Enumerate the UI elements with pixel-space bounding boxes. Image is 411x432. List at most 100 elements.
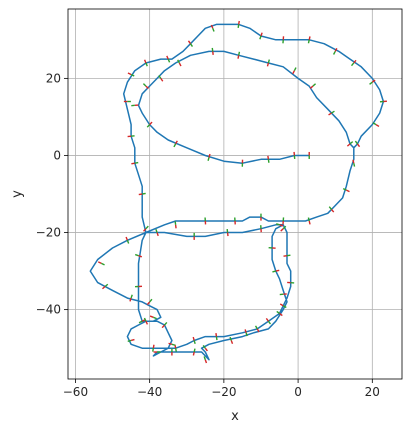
direction-marker-green [275, 223, 280, 226]
direction-marker-green [215, 336, 218, 341]
direction-marker-red [334, 47, 338, 52]
direction-marker-green [155, 229, 158, 233]
direction-marker-red [279, 312, 283, 317]
direction-marker-red [178, 62, 182, 67]
direction-marker-green [101, 262, 105, 266]
direction-marker-red [244, 329, 247, 333]
direction-marker-red [230, 340, 234, 344]
direction-marker-green [282, 305, 287, 309]
direction-marker-green [158, 75, 162, 79]
direction-marker-green [152, 348, 155, 352]
direction-marker-green [167, 58, 171, 63]
x-tick-label: −40 [137, 385, 162, 399]
direction-marker-green [142, 83, 147, 87]
direction-marker-red [215, 333, 218, 337]
direction-marker-green [143, 317, 147, 322]
direction-marker-red [265, 317, 269, 322]
direction-marker-red [166, 55, 169, 60]
direction-marker-green [328, 206, 333, 210]
direction-marker-green [349, 141, 354, 145]
direction-marker-green [332, 51, 336, 55]
direction-marker-red [238, 20, 240, 25]
y-tick-label: −20 [36, 226, 61, 240]
ticks: −60 −40 −20 0 20 −40 −20 0 20 [36, 71, 380, 399]
direction-marker-green [267, 59, 271, 64]
direction-marker-red [97, 261, 102, 265]
direction-marker-green [272, 270, 276, 273]
direction-marker-red [101, 285, 106, 290]
direction-marker-red [352, 159, 355, 164]
direction-marker-red [280, 228, 284, 232]
direction-marker-red [356, 143, 361, 148]
direction-marker-red [353, 59, 357, 64]
direction-marker-red [330, 208, 335, 213]
y-axis-label: y [10, 190, 25, 198]
series-line-2 [89, 224, 292, 361]
plot-frame [67, 8, 403, 380]
direction-marker-red [266, 62, 270, 67]
direction-marker-green [238, 51, 241, 56]
direction-marker-green [104, 283, 109, 288]
y-tick-label: 0 [53, 148, 61, 162]
direction-marker-red [308, 220, 311, 225]
direction-marker-red [160, 77, 164, 82]
direction-marker-green [163, 321, 168, 326]
direction-marker-green [202, 344, 206, 349]
direction-marker-red [145, 85, 149, 90]
direction-marker-red [127, 72, 132, 76]
direction-marker-red [156, 232, 159, 237]
y-tick-label: 20 [46, 71, 61, 85]
direction-marker-red [192, 351, 195, 356]
direction-marker-green [307, 217, 310, 222]
direction-marker-red [149, 315, 154, 318]
direction-marker-green [369, 81, 373, 85]
y-tick-label: −40 [36, 303, 61, 317]
x-tick-label: 0 [294, 385, 302, 399]
direction-marker-green [237, 24, 240, 28]
direction-marker-green [267, 320, 272, 325]
direction-marker-green [331, 110, 335, 114]
direction-marker-green [171, 343, 176, 346]
x-tick-label: −60 [63, 385, 88, 399]
direction-marker-green [173, 143, 177, 148]
direction-marker-green [145, 225, 149, 230]
direction-marker-red [260, 32, 263, 37]
direction-marker-green [259, 35, 262, 40]
direction-marker-red [267, 155, 270, 160]
direction-marker-green [342, 187, 347, 191]
direction-marker-green [245, 332, 248, 337]
grid [68, 9, 402, 379]
direction-marker-green [189, 43, 194, 47]
direction-marker-red [131, 162, 135, 165]
direction-marker-red [328, 112, 332, 116]
x-tick-label: 20 [365, 385, 380, 399]
direction-marker-green [254, 325, 258, 330]
direction-marker-red [346, 143, 351, 147]
direction-marker-green [193, 340, 196, 345]
direction-marker-green [177, 59, 180, 64]
direction-marker-red [256, 328, 260, 333]
markers [97, 20, 387, 364]
direction-marker-red [187, 40, 192, 45]
direction-marker-green [203, 356, 206, 360]
direction-marker-green [282, 225, 287, 230]
direction-marker-red [279, 303, 284, 307]
direction-marker-green [134, 253, 139, 257]
direction-marker-red [204, 347, 208, 352]
direction-marker-green [212, 28, 215, 32]
direction-marker-green [142, 192, 146, 195]
direction-marker-green [174, 348, 177, 352]
direction-marker-green [229, 336, 232, 341]
direction-marker-green [354, 140, 359, 145]
direction-marker-green [149, 298, 153, 303]
direction-marker-green [138, 320, 143, 324]
direction-marker-red [145, 320, 149, 325]
direction-marker-red [152, 344, 155, 349]
direction-marker-green [353, 163, 356, 167]
direction-marker-red [292, 70, 295, 75]
direction-marker-red [275, 269, 280, 272]
direction-marker-green [307, 39, 310, 44]
series-line-1 [122, 23, 385, 234]
direction-marker-red [175, 140, 178, 145]
